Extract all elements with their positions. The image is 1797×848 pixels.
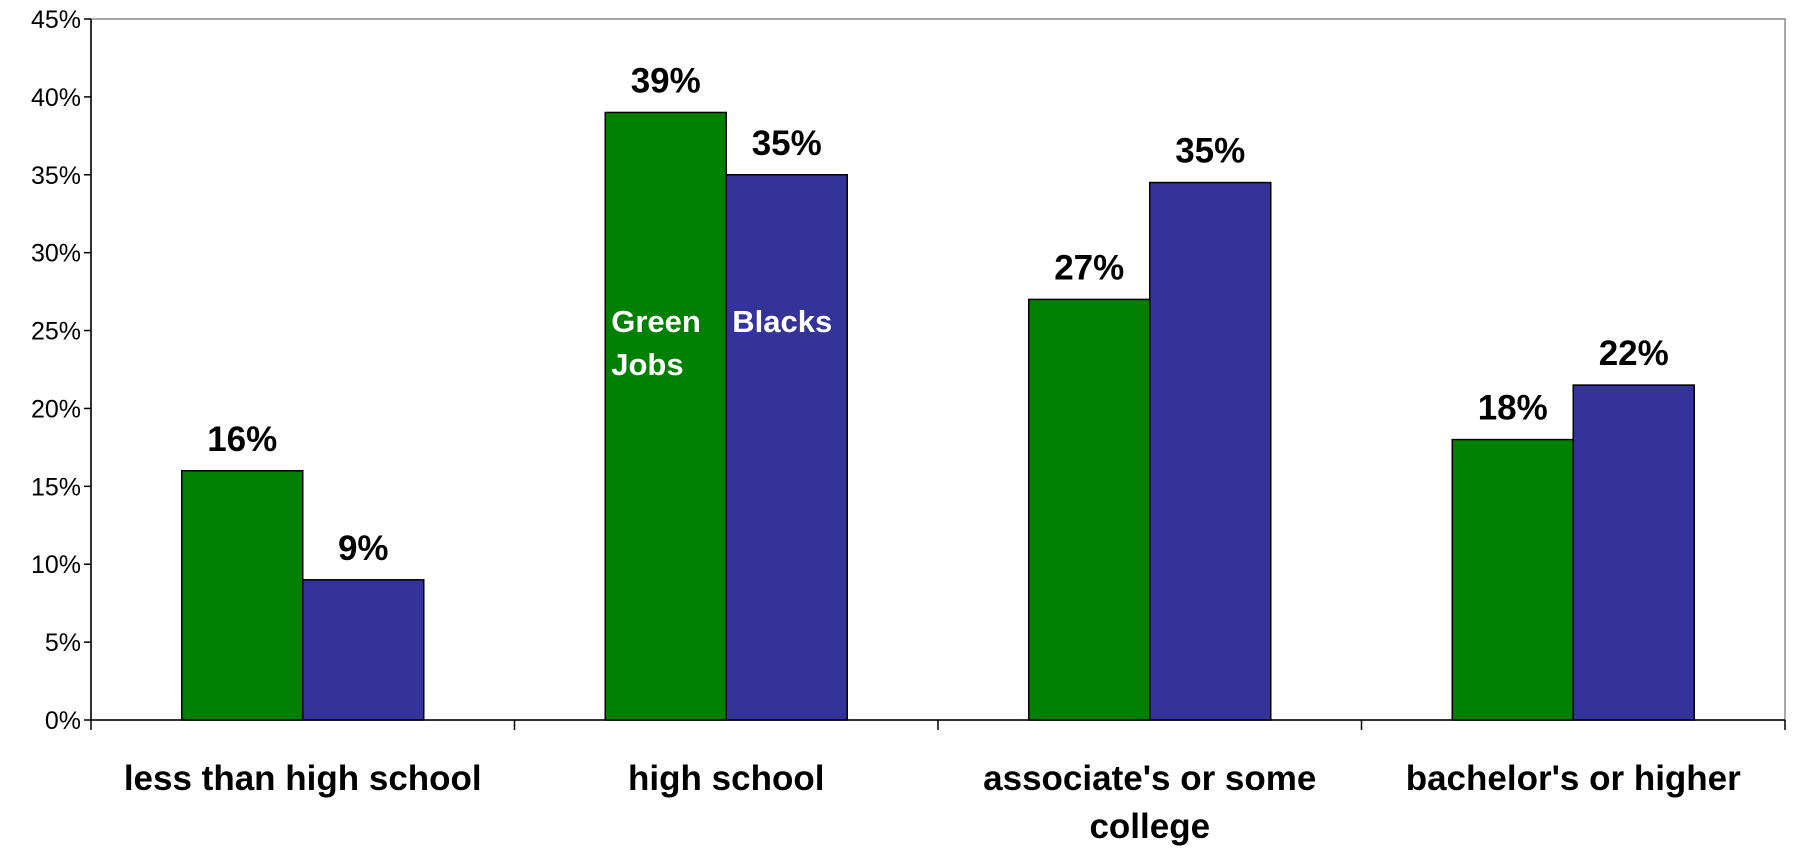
bar-blacks-1: [725, 174, 848, 721]
category-label: high school: [628, 759, 824, 798]
data-label: 18%: [1478, 389, 1548, 428]
data-label: 39%: [631, 61, 701, 100]
category-label: college: [1089, 807, 1210, 846]
y-tick-label: 30%: [31, 240, 81, 268]
y-tick-label: 40%: [31, 84, 81, 112]
bar-green-jobs-1: [604, 111, 727, 721]
y-tick-label: 10%: [31, 551, 81, 579]
y-tick-label: 15%: [31, 473, 81, 501]
category-label: bachelor's or higher: [1406, 759, 1741, 798]
data-label: 27%: [1054, 248, 1124, 287]
series-label: Green: [611, 304, 701, 339]
bar-blacks-3: [1572, 384, 1695, 721]
data-label: 35%: [752, 124, 822, 163]
y-tick-label: 35%: [31, 162, 81, 190]
data-label: 9%: [338, 529, 389, 568]
series-label: Jobs: [611, 347, 683, 382]
y-tick-label: 45%: [31, 6, 81, 34]
y-tick-label: 20%: [31, 395, 81, 423]
bar-green-jobs-0: [181, 470, 304, 721]
data-label: 35%: [1175, 132, 1245, 171]
y-tick-label: 0%: [45, 707, 81, 735]
category-label: associate's or some: [983, 759, 1316, 798]
bar-blacks-0: [302, 579, 425, 721]
bar-green-jobs-2: [1028, 298, 1151, 721]
bar-blacks-2: [1149, 181, 1272, 721]
bar-green-jobs-3: [1451, 438, 1574, 721]
category-label: less than high school: [124, 759, 482, 798]
data-label: 22%: [1599, 334, 1669, 373]
y-tick-label: 25%: [31, 318, 81, 346]
data-label: 16%: [207, 420, 277, 459]
series-label: Blacks: [732, 304, 832, 339]
y-tick-label: 5%: [45, 629, 81, 657]
